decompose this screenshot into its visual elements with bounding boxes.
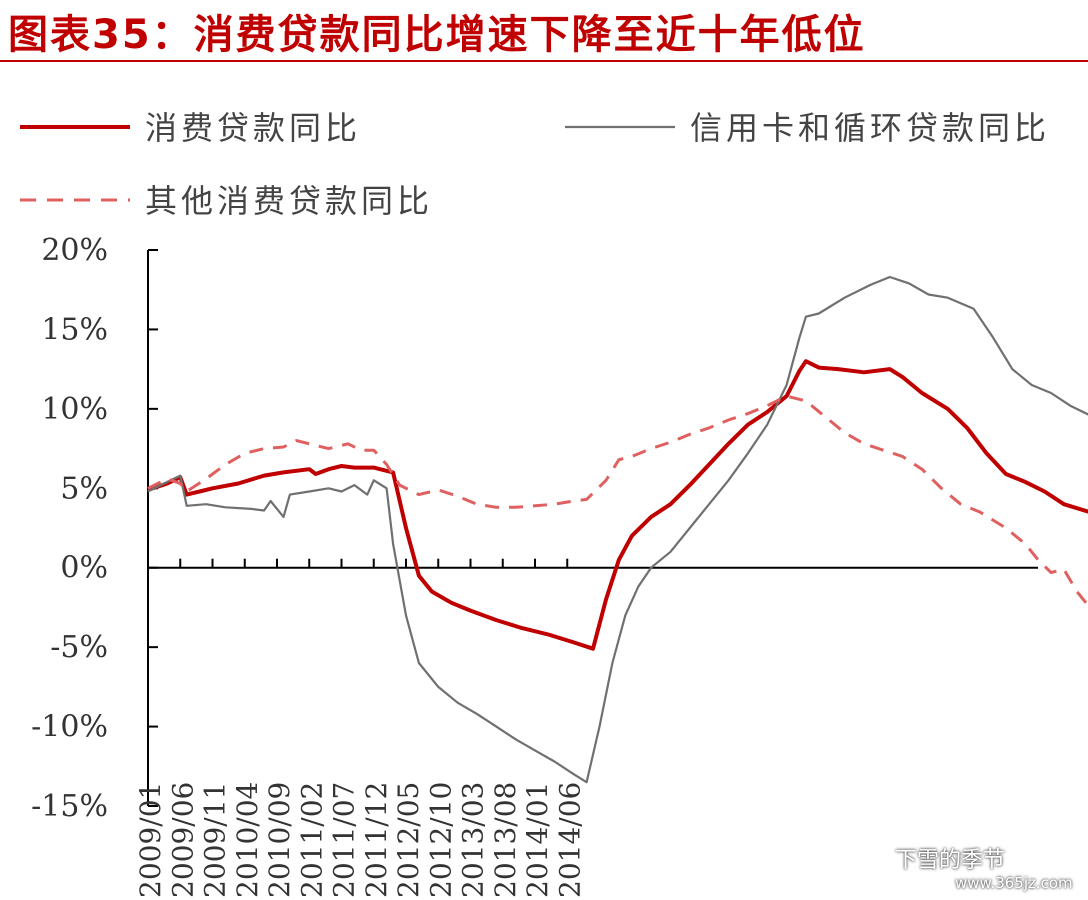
legend-label-1: 消费贷款同比: [145, 109, 361, 147]
x-tick-label: 2011/02: [295, 782, 328, 898]
y-tick-label: -15%: [31, 789, 108, 824]
watermark-url: www.365jz.com: [955, 874, 1073, 892]
series-line-2: [147, 275, 1088, 784]
x-tick-label: 2010/04: [231, 782, 264, 898]
x-tick-label: 2009/06: [166, 782, 199, 898]
y-tick-label: -5%: [50, 630, 108, 665]
y-tick-label: 5%: [60, 471, 108, 506]
x-tick-label: 2009/01: [134, 782, 167, 898]
legend-label-2: 信用卡和循环贷款同比: [690, 109, 1050, 147]
x-tick-label: 2013/03: [457, 782, 490, 898]
title-rule: [0, 60, 1088, 62]
x-tick-label: 2012/05: [392, 782, 425, 898]
legend-label-3: 其他消费贷款同比: [145, 182, 433, 220]
y-tick-label: 15%: [41, 312, 108, 347]
x-tick-label: 2011/12: [360, 782, 393, 898]
x-tick-label: 2011/07: [328, 782, 361, 898]
x-tick-label: 2009/11: [199, 782, 232, 898]
x-tick-label: 2013/08: [489, 782, 522, 898]
y-tick-label: 10%: [41, 392, 108, 427]
x-tick-label: 2014/06: [553, 782, 586, 898]
x-tick-label: 2010/09: [263, 782, 296, 898]
x-tick-label: 2012/10: [424, 782, 457, 898]
y-tick-label: -10%: [31, 710, 108, 745]
chart-title: 图表35：消费贷款同比增速下降至近十年低位: [8, 12, 866, 58]
y-tick-label: 20%: [41, 233, 108, 268]
series-line-3: [147, 394, 1088, 608]
series-line-1: [147, 359, 1088, 651]
watermark-name: 下雪的季节: [895, 848, 1006, 873]
x-tick-label: 2014/01: [521, 782, 554, 898]
y-tick-label: 0%: [60, 551, 108, 586]
watermark: 下雪的季节 www.365jz.com: [895, 842, 1085, 892]
